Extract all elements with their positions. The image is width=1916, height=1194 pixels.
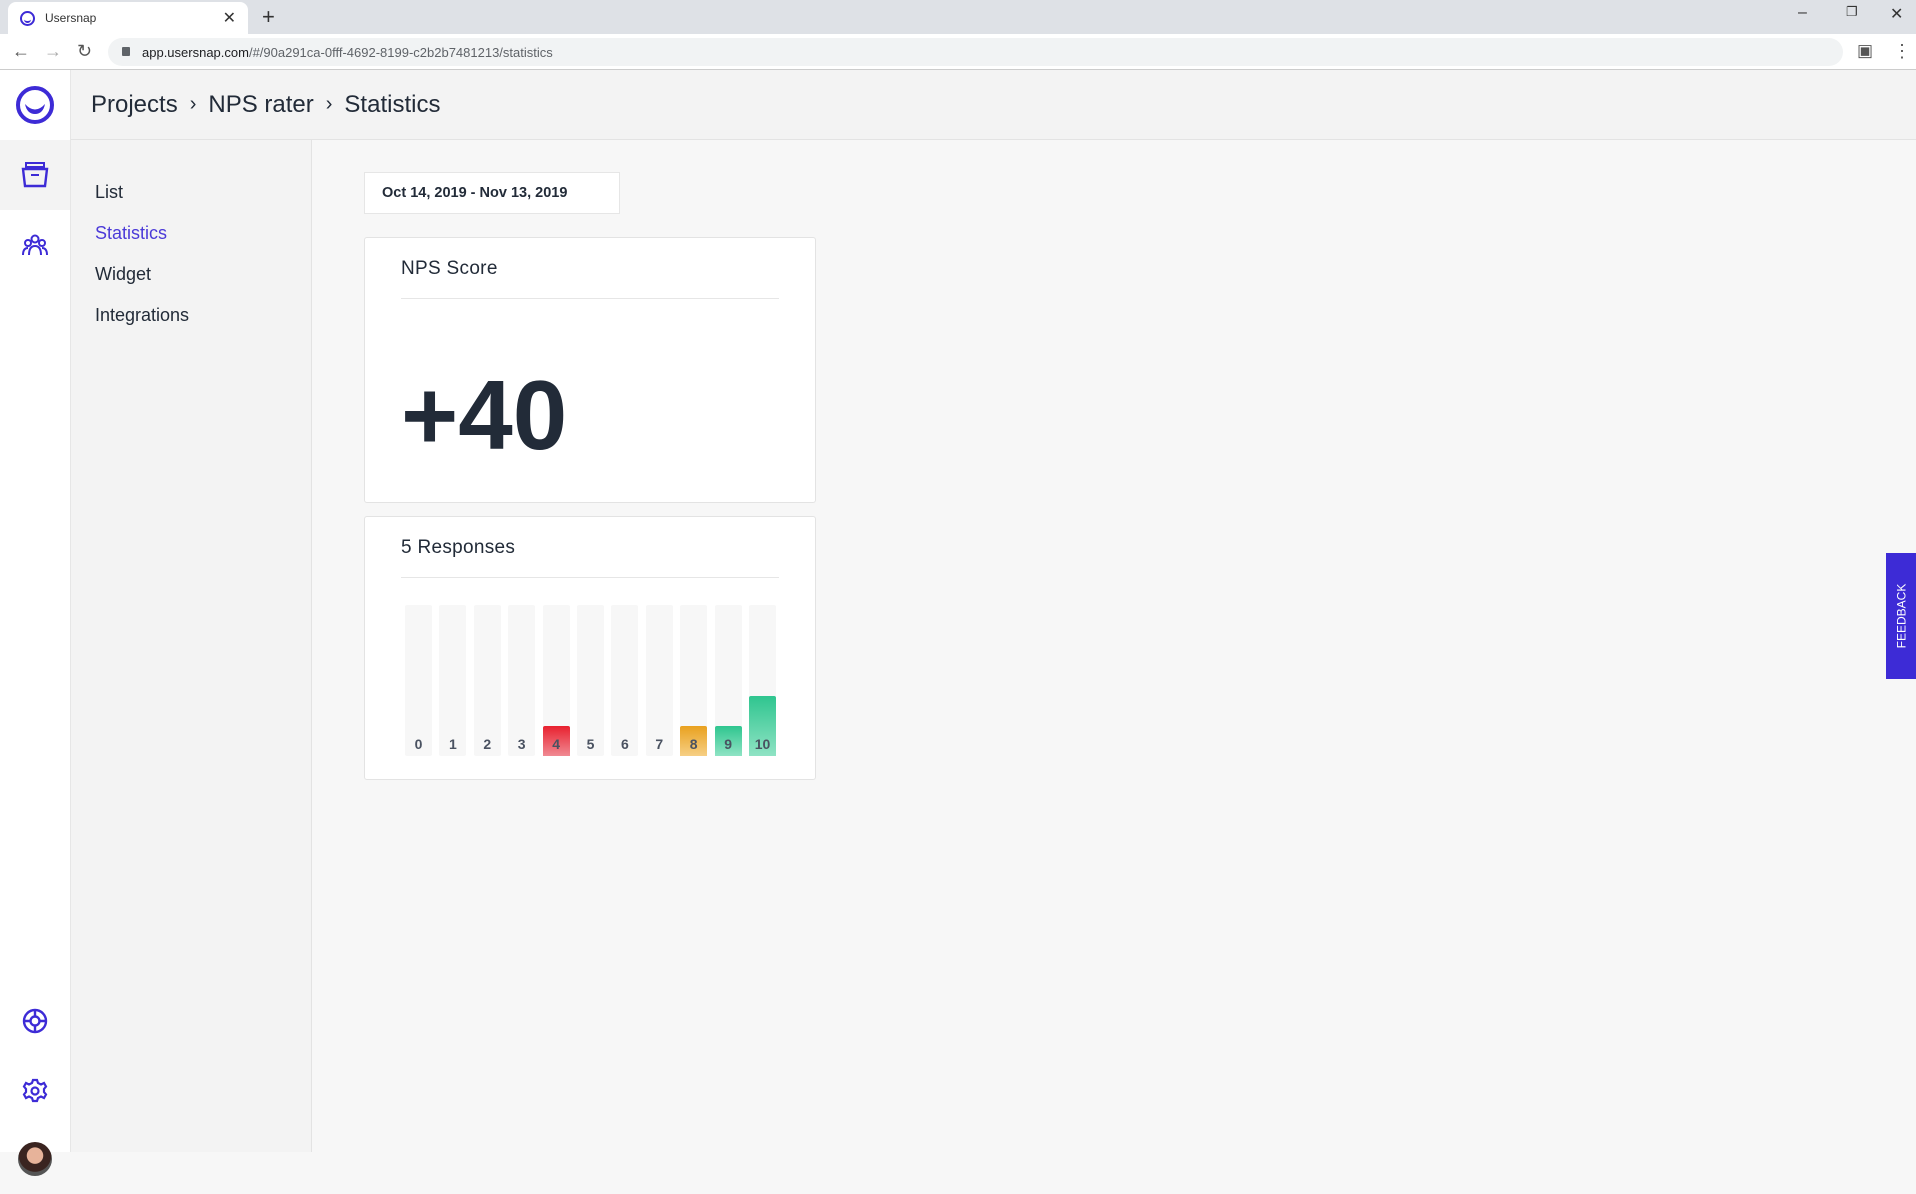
subnav-item-statistics[interactable]: Statistics (95, 223, 168, 243)
logo-icon (16, 86, 54, 124)
breadcrumb-project[interactable]: NPS rater (208, 90, 314, 118)
bar-label: 6 (620, 736, 629, 752)
forward-icon[interactable]: → (44, 41, 62, 61)
users-icon (22, 234, 48, 256)
new-tab-button[interactable]: + (262, 4, 275, 29)
bar-track: 10 (749, 605, 776, 756)
project-subnav: List Statistics Widget Integrations (71, 140, 312, 1152)
browser-tab[interactable]: Usersnap ✕ (8, 2, 248, 34)
bar-8 (680, 725, 708, 756)
bar-track: 7 (645, 605, 673, 756)
browser-tab-bar: Usersnap ✕ + – ❐ ✕ (0, 0, 1916, 34)
bar-track: 3 (508, 605, 536, 756)
minimize-icon[interactable]: – (1798, 4, 1807, 21)
gear-icon (22, 1078, 48, 1103)
bar-track: 5 (577, 605, 604, 756)
subnav-item-list[interactable]: List (95, 182, 124, 202)
bar-label: 1 (448, 736, 457, 752)
bar-track: 8 (680, 605, 708, 756)
nps-score-card: NPS Score +40 (364, 237, 816, 503)
bar-track: 9 (714, 605, 742, 756)
user-avatar-button[interactable] (0, 1124, 70, 1194)
bar-label: 3 (517, 736, 526, 752)
lifebuoy-icon (22, 1008, 48, 1034)
reload-icon[interactable]: ↻ (77, 41, 93, 61)
responses-chart: 0 1 2 3 4 5 6 7 8 9 10 (405, 605, 779, 756)
bar-9 (714, 725, 742, 756)
url-path: /#/90a291ca-0fff-4692-8199-c2b2b7481213/… (248, 44, 553, 60)
bar-10 (749, 695, 776, 756)
close-window-icon[interactable]: ✕ (1890, 6, 1904, 23)
back-icon[interactable]: ← (12, 41, 30, 61)
card-title: NPS Score (401, 258, 779, 299)
bar-label: 2 (483, 736, 492, 752)
url-input[interactable]: app.usersnap.com/#/90a291ca-0fff-4692-81… (108, 38, 1843, 66)
card-title: 5 Responses (401, 537, 779, 578)
date-range-picker[interactable]: Oct 14, 2019 - Nov 13, 2019 (364, 172, 620, 214)
profile-icon[interactable]: ▣ (1857, 41, 1874, 60)
restore-icon[interactable]: ❐ (1846, 4, 1858, 19)
bar-label: 4 (552, 736, 560, 752)
bar-label: 7 (655, 736, 664, 752)
bar-label: 0 (414, 736, 423, 752)
icon-rail (0, 70, 71, 1176)
subnav-item-integrations[interactable]: Integrations (95, 305, 190, 325)
bar-label: 10 (754, 736, 771, 752)
projects-nav-button[interactable] (0, 140, 70, 210)
feedback-tab[interactable]: FEEDBACK (1886, 553, 1916, 679)
bar-label: 9 (724, 736, 732, 752)
nps-score-value: +40 (401, 360, 568, 470)
usersnap-favicon-icon (20, 10, 35, 26)
help-button[interactable] (0, 986, 70, 1056)
address-bar: ← → ↻ app.usersnap.com/#/90a291ca-0fff-4… (0, 34, 1916, 70)
chevron-right-icon: › (189, 93, 197, 115)
bar-track: 4 (542, 605, 570, 756)
usersnap-logo[interactable] (0, 70, 70, 140)
feedback-label: FEEDBACK (1894, 583, 1908, 649)
close-tab-icon[interactable]: ✕ (222, 10, 236, 27)
responses-card: 5 Responses 0 1 2 3 4 5 6 7 8 9 10 (364, 516, 816, 780)
tab-title: Usersnap (45, 11, 97, 25)
bar-label: 5 (586, 736, 595, 752)
breadcrumb-projects[interactable]: Projects (91, 90, 178, 118)
chevron-right-icon: › (325, 93, 333, 115)
settings-button[interactable] (0, 1056, 70, 1126)
bar-label: 8 (689, 736, 698, 752)
bar-track: 1 (439, 605, 467, 756)
bar-4 (542, 725, 570, 756)
breadcrumb: Projects › NPS rater › Statistics (71, 70, 1916, 140)
avatar (18, 1142, 52, 1176)
url-host: app.usersnap.com (142, 44, 249, 60)
lock-icon (122, 47, 130, 56)
subnav-item-widget[interactable]: Widget (95, 264, 152, 284)
team-nav-button[interactable] (0, 210, 70, 280)
breadcrumb-current: Statistics (344, 90, 441, 118)
bar-track: 2 (473, 605, 501, 756)
bar-track: 0 (405, 605, 432, 756)
menu-icon[interactable]: ⋮ (1893, 41, 1911, 61)
bar-track: 6 (611, 605, 639, 756)
archive-icon (21, 162, 49, 188)
